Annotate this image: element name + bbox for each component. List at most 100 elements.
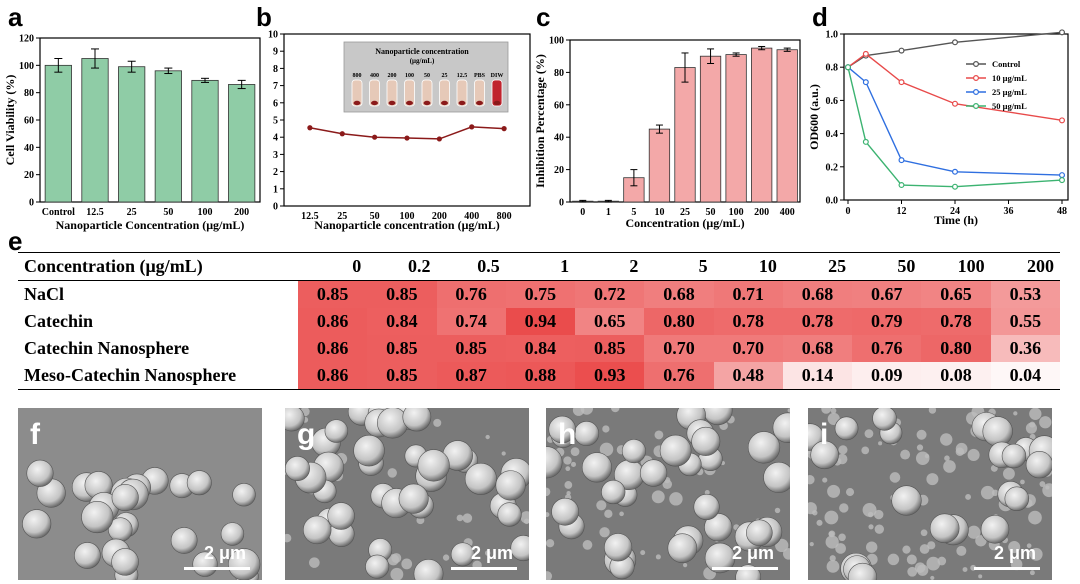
inset-tube	[421, 79, 433, 107]
scale-bar	[184, 567, 250, 570]
table-row-label: Catechin	[24, 311, 93, 331]
table-cell: 0.78	[782, 308, 853, 335]
chart-a-bar	[81, 58, 109, 203]
chart-b-ytick-label: 5	[273, 116, 278, 127]
scale-bar	[451, 567, 517, 570]
table-header-row: Concentration (μg/mL) 0 0.2 0.5 1 2 5 10 25 50 100…	[18, 252, 1060, 281]
chart-b-ytick-label: 0	[273, 202, 278, 213]
sem-debris	[1029, 408, 1042, 420]
sem-bacterium	[847, 562, 878, 580]
chart-b-xtick-label: 100	[400, 211, 415, 222]
chart-d-point	[952, 183, 959, 190]
table-cell: 0.85	[367, 335, 437, 362]
chart-d-point	[898, 47, 905, 54]
table-row: Catechin 0.86 0.84 0.74 0.94 0.65 0.80 0.78 0.78…	[18, 308, 1060, 335]
sem-image-i: i 2 μm	[808, 408, 1052, 580]
sem-bacterium	[413, 559, 444, 580]
sem-bacterium	[891, 485, 922, 516]
table-cell: 0.72	[575, 280, 645, 308]
table-cell: 0.84	[367, 308, 437, 335]
chart-b-x-axis-label: Nanoparticle concentration (μg/mL)	[314, 218, 499, 232]
chart-d-point	[952, 100, 959, 107]
sem-bacterium	[327, 502, 355, 530]
table-row: Catechin Nanosphere 0.86 0.85 0.85 0.84 0.85 0…	[18, 335, 1060, 362]
chart-d-od600: 0.0 0.2 0.4 0.6 0.8 1.0 OD600 (a.u.) Time (h) 0 1…	[807, 29, 1069, 227]
sem-debris	[704, 490, 710, 495]
sem-bacterium	[659, 434, 692, 467]
sem-bacterium	[704, 542, 736, 574]
sem-debris	[816, 519, 823, 526]
table-cell: 0.80	[921, 335, 991, 362]
table-cell: 0.70	[644, 335, 714, 362]
chart-d-point	[862, 79, 869, 86]
inset-tube-label: 400	[370, 73, 379, 79]
inset-tube-pellet	[388, 100, 396, 106]
sem-debris	[387, 554, 399, 566]
sem-debris	[654, 430, 664, 440]
sem-bacterium	[929, 513, 960, 544]
chart-c-x-axis-label: Concentration (μg/mL)	[625, 216, 744, 230]
table-cell: 0.36	[990, 335, 1060, 362]
chart-d-legend-label: 25 μg/mL	[992, 87, 1027, 97]
sem-micrograph	[18, 408, 262, 580]
sem-debris	[1029, 547, 1043, 561]
sem-bacterium	[450, 542, 475, 567]
chart-a-xtick-label: 25	[127, 207, 137, 218]
chart-b-xtick-label: 25	[337, 211, 347, 222]
table-cell: 0.65	[575, 308, 645, 335]
sem-bacterium	[170, 527, 198, 554]
sem-debris	[930, 575, 935, 580]
chart-c-ytick-label: 40	[554, 133, 564, 144]
sem-debris	[1026, 543, 1032, 549]
chart-c-bar	[648, 128, 671, 203]
sem-debris	[889, 472, 901, 483]
sem-debris	[1045, 485, 1050, 490]
chart-c-xtick-label: 200	[754, 207, 769, 218]
sem-debris	[862, 502, 877, 517]
sem-bacterium	[772, 412, 790, 443]
sem-debris	[1020, 479, 1025, 485]
inset-tube-pellet	[493, 100, 501, 106]
sem-debris	[864, 429, 874, 438]
sem-bacterium	[464, 462, 497, 495]
chart-d-plot-frame	[843, 33, 1069, 201]
sem-debris	[462, 513, 473, 523]
chart-a-xtick-label: 100	[198, 207, 213, 218]
sem-debris	[826, 560, 840, 573]
sem-debris	[570, 447, 580, 456]
sem-debris	[928, 408, 937, 414]
table-cell: 0.74	[436, 308, 506, 335]
inset-tube	[351, 79, 363, 107]
sem-bacterium	[1004, 486, 1030, 512]
table-cell: 0.76	[852, 335, 922, 362]
sem-debris	[611, 408, 620, 413]
sem-debris	[907, 566, 918, 577]
sem-debris	[442, 554, 450, 561]
sem-debris	[965, 494, 972, 500]
sem-debris	[902, 545, 911, 554]
chart-d-legend-marker	[973, 60, 980, 67]
sem-debris	[582, 540, 593, 550]
sem-debris	[501, 451, 506, 456]
sem-debris	[523, 518, 529, 525]
chart-a-x-axis-label: Nanoparticle Concentration (μg/mL)	[56, 218, 245, 232]
sem-debris	[830, 408, 837, 414]
sem-debris	[821, 408, 832, 414]
sem-bacterium	[285, 455, 310, 482]
sem-debris	[683, 563, 688, 568]
inset-tube-label: DIW	[491, 73, 504, 79]
chart-b-ytick-label: 10	[268, 30, 278, 41]
sem-image-h: h 2 μm	[546, 408, 790, 580]
sem-debris	[914, 562, 926, 573]
sem-bacterium	[551, 497, 579, 526]
sem-bacterium	[693, 493, 720, 521]
table-cell: 0.80	[644, 308, 714, 335]
sem-debris	[655, 554, 661, 560]
chart-b-ytick-label: 4	[273, 133, 278, 144]
sem-debris	[1039, 481, 1046, 487]
chart-a-bar	[44, 64, 72, 203]
sem-bacterium	[495, 470, 526, 501]
chart-b-ytick-label: 7	[273, 81, 278, 92]
sem-bacterium	[603, 533, 633, 562]
sem-bacterium	[574, 421, 600, 447]
